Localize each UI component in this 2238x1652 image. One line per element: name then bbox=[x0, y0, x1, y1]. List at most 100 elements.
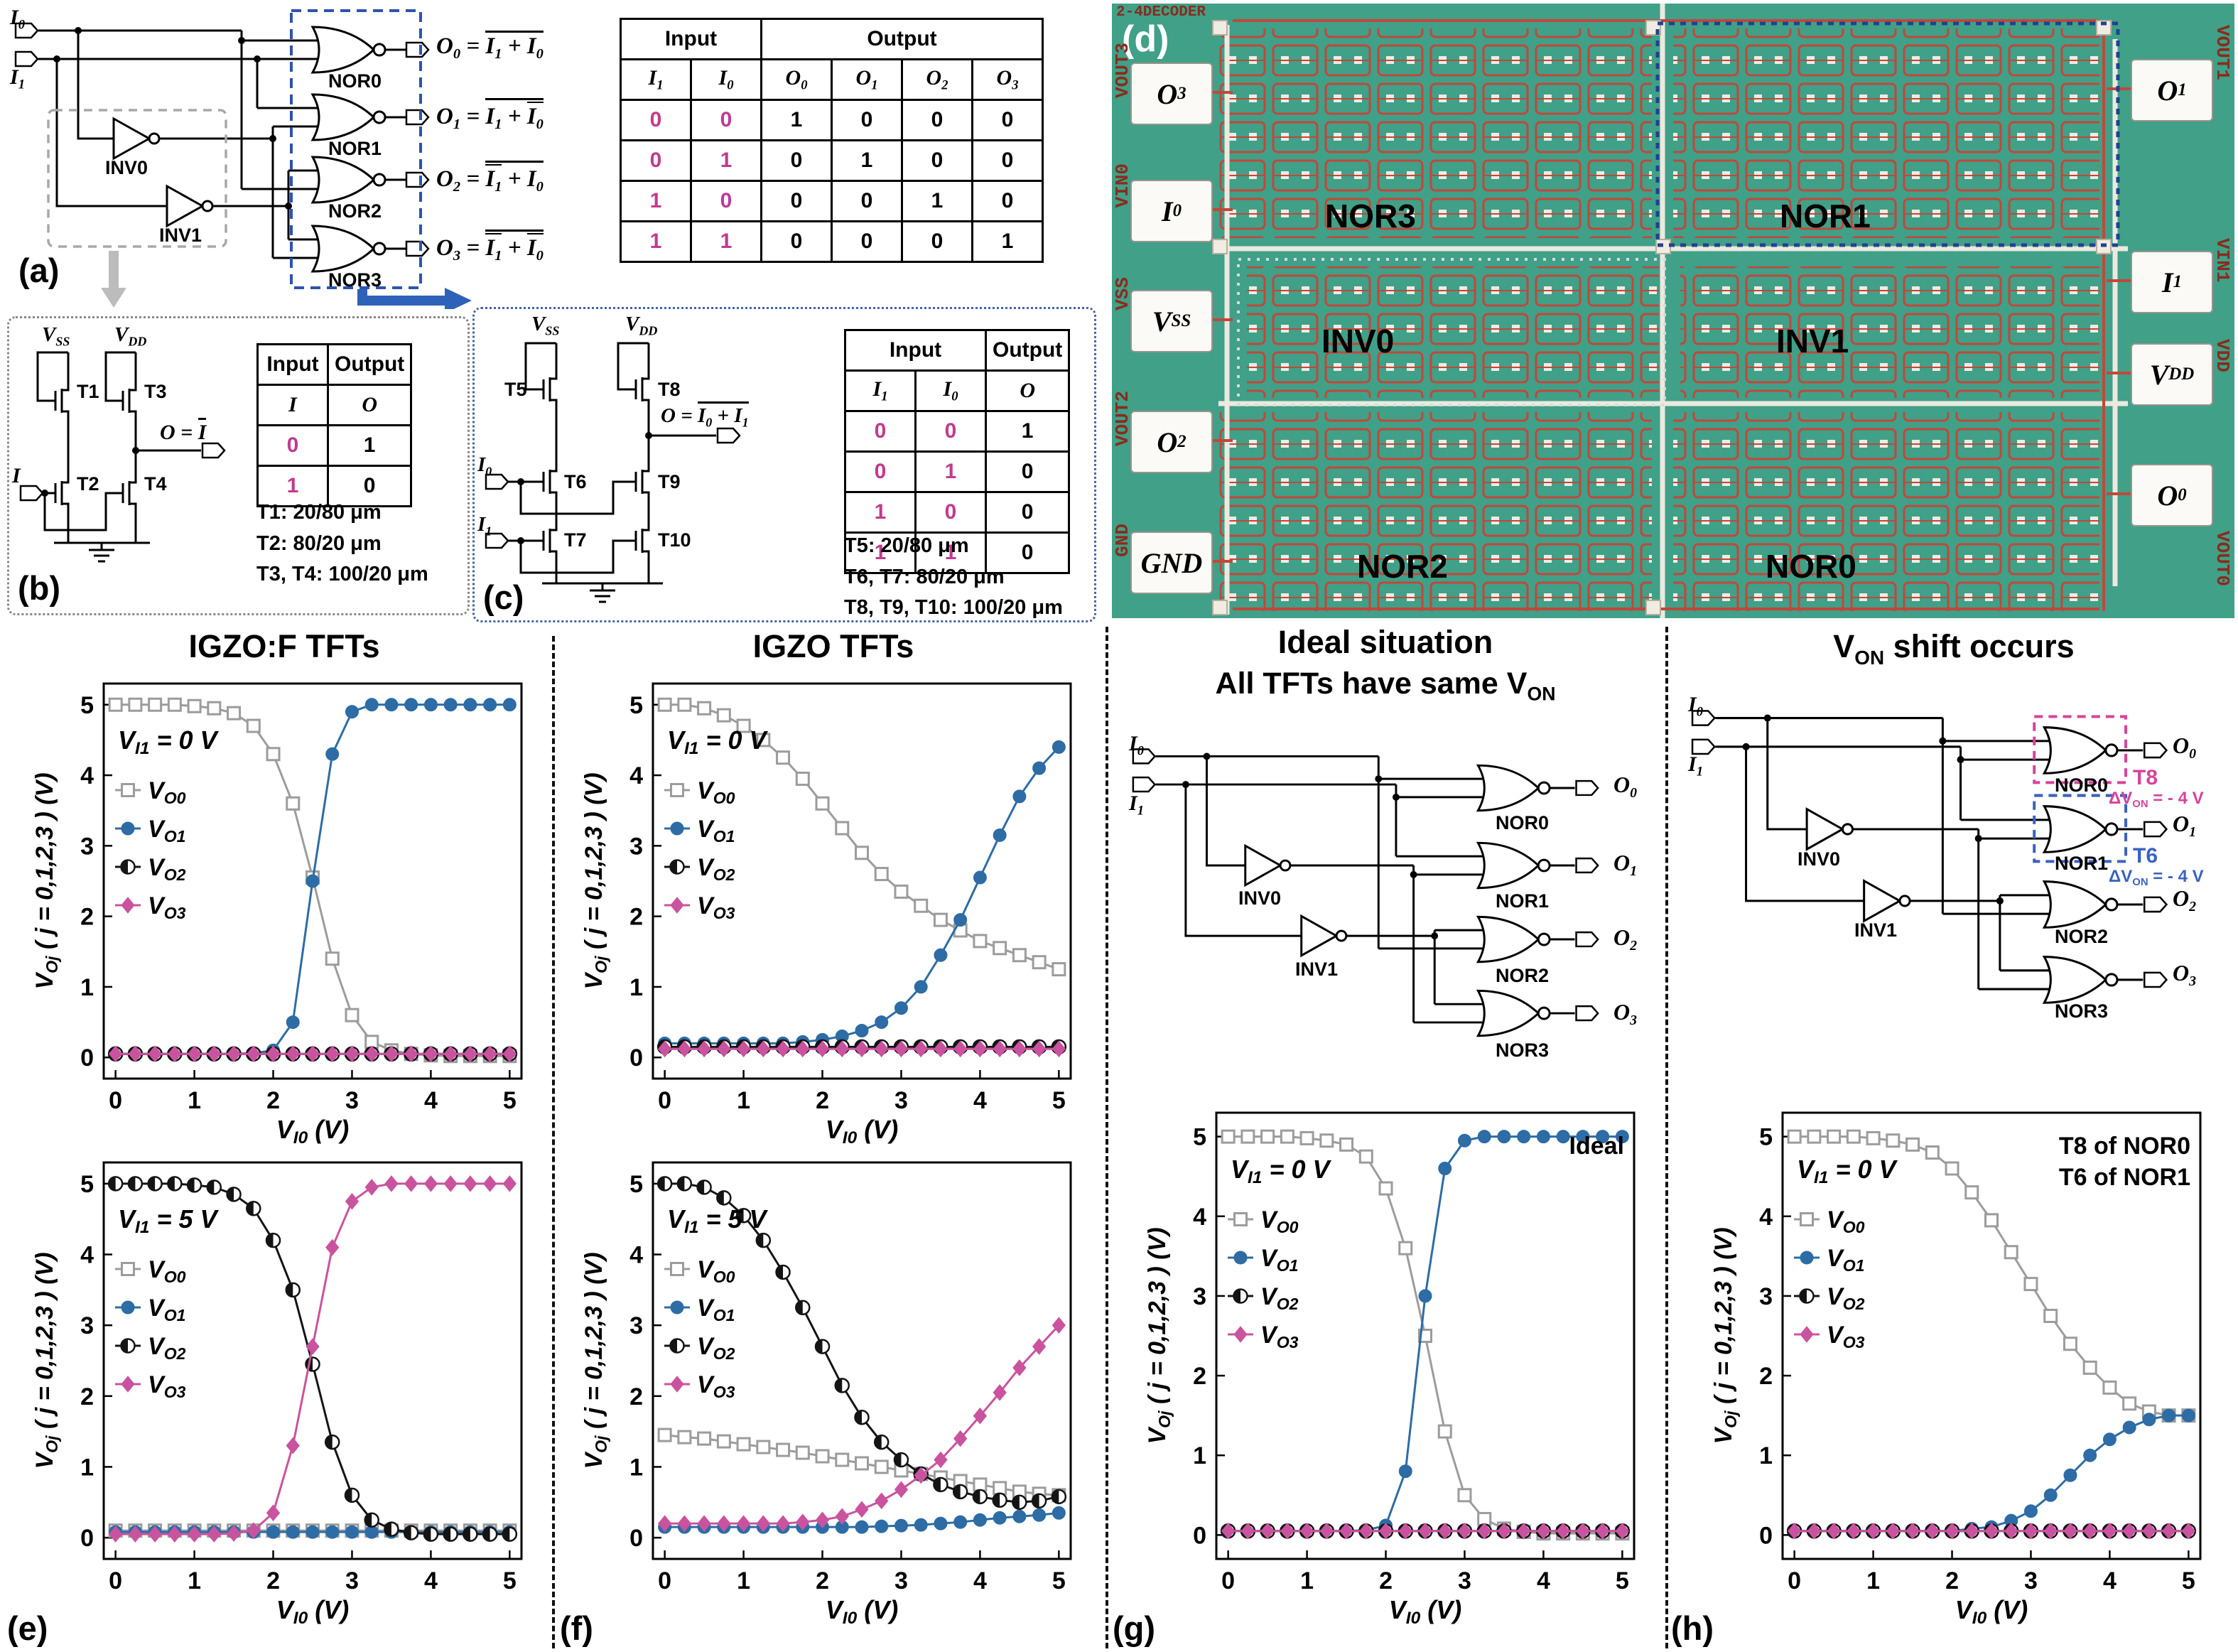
svg-text:0: 0 bbox=[1759, 1522, 1773, 1549]
output-label-o1: O1 bbox=[2173, 811, 2197, 840]
nor0-gate bbox=[311, 26, 386, 74]
truth-col: I0 bbox=[914, 369, 987, 412]
nor-dashed-box bbox=[290, 9, 422, 289]
nor0-highlight-box bbox=[2033, 715, 2128, 784]
svg-text:1: 1 bbox=[80, 974, 94, 1001]
svg-text:0: 0 bbox=[109, 1087, 122, 1114]
svg-text:VI0​ (V): VI0​ (V) bbox=[1955, 1595, 2028, 1628]
input-label: I bbox=[12, 464, 21, 487]
svg-text:3: 3 bbox=[80, 1312, 94, 1339]
truth-col: I0 bbox=[690, 58, 762, 101]
blue-arrow-head bbox=[445, 288, 472, 309]
svg-text:VOj​ ( j = 0,1,2,3 ) (V): VOj​ ( j = 0,1,2,3 ) (V) bbox=[31, 1252, 61, 1469]
chart-ideal: 0 1 2 3 4 5 0 1 2 3 4 5 VI0​ (V) VOj​ ( j = 0,1,2,3 )… bbox=[1142, 1101, 1647, 1629]
panel-letter-f: (f) bbox=[560, 1609, 593, 1647]
table-row: 0 0 1 0 0 0 bbox=[620, 99, 1044, 141]
table-row: 0 0 1 bbox=[844, 410, 1071, 453]
truth-header-output: Output bbox=[326, 343, 413, 386]
inverter-dashed-box bbox=[47, 109, 227, 248]
svg-text:3: 3 bbox=[2024, 1567, 2038, 1594]
svg-text:5: 5 bbox=[1616, 1567, 1629, 1594]
t9-label: T9 bbox=[658, 471, 681, 492]
truth-cell: 0 bbox=[971, 139, 1044, 182]
svg-text:3: 3 bbox=[1193, 1283, 1206, 1310]
svg-text:2: 2 bbox=[629, 1383, 643, 1410]
svg-text:5: 5 bbox=[1052, 1567, 1066, 1594]
truth-cell: 1 bbox=[620, 220, 692, 263]
svg-text:VI1​ = 0 V: VI1​ = 0 V bbox=[118, 725, 219, 758]
nor3-label: NOR3 bbox=[328, 269, 382, 291]
nor2-label: NOR2 bbox=[1496, 965, 1550, 986]
svg-text:VO0​: VO0​ bbox=[148, 777, 186, 807]
svg-text:VI0​ (V): VI0​ (V) bbox=[276, 1115, 349, 1148]
nor3-gate bbox=[311, 225, 386, 273]
svg-text:VO1​: VO1​ bbox=[697, 816, 735, 846]
truth-cell: 0 bbox=[844, 410, 917, 453]
svg-text:2: 2 bbox=[1379, 1567, 1393, 1594]
inverter-inv0 bbox=[112, 117, 161, 160]
svg-text:5: 5 bbox=[503, 1087, 517, 1114]
svg-text:VI1​ = 0 V: VI1​ = 0 V bbox=[1231, 1155, 1331, 1187]
table-row: Input Output bbox=[256, 343, 413, 386]
table-row: 1 0 bbox=[256, 465, 413, 507]
t8-annotation: T8 bbox=[2133, 766, 2158, 789]
panel-letter-d: (d) bbox=[1122, 18, 1169, 60]
output-label: O = I0 + I1 bbox=[661, 401, 749, 429]
vss-label: VSS bbox=[42, 323, 70, 349]
svg-text:2: 2 bbox=[1759, 1363, 1773, 1390]
truth-cell: 1 bbox=[326, 424, 413, 467]
size-line: T2: 80/20 μm bbox=[256, 531, 382, 555]
equation-o2: O2 = I1 + I0 bbox=[436, 161, 544, 195]
block-label-nor1: NOR1 bbox=[1780, 198, 1871, 234]
svg-text:5: 5 bbox=[1193, 1124, 1206, 1151]
truth-cell: 1 bbox=[971, 220, 1044, 263]
output-label-o0: O0 bbox=[2173, 733, 2197, 762]
metal-bus-lines bbox=[1218, 4, 2128, 618]
svg-text:2: 2 bbox=[266, 1567, 280, 1594]
input-label-i1: I1 bbox=[1688, 752, 1703, 779]
svg-text:VO2​: VO2​ bbox=[697, 1333, 735, 1363]
svg-text:4: 4 bbox=[424, 1567, 438, 1594]
svg-text:2: 2 bbox=[266, 1087, 280, 1114]
ideal-decoder-schematic bbox=[1132, 748, 1599, 1037]
chart-igzof-vi1-5v: 0 1 2 3 4 5 0 1 2 3 4 5 VI0​ (V) VOj​ ( j = 0,1,2,3 )… bbox=[30, 1151, 534, 1629]
output-label-o2: O2 bbox=[2173, 885, 2197, 914]
size-line: T1: 20/80 μm bbox=[256, 501, 382, 524]
output-label-o3: O3 bbox=[1613, 999, 1638, 1028]
nor0-label: NOR0 bbox=[328, 70, 382, 92]
separator-g-h bbox=[1665, 627, 1668, 1648]
input-terminal bbox=[19, 485, 44, 502]
size-line: T3, T4: 100/20 μm bbox=[256, 563, 428, 585]
svg-text:3: 3 bbox=[80, 833, 94, 860]
table-row: Input Output bbox=[844, 329, 1071, 372]
svg-text:2: 2 bbox=[80, 1383, 94, 1410]
gray-arrow-head bbox=[101, 288, 126, 308]
svg-text:1: 1 bbox=[188, 1567, 201, 1594]
svg-text:0: 0 bbox=[658, 1087, 671, 1114]
output-terminal bbox=[201, 442, 226, 459]
truth-cell: 0 bbox=[984, 491, 1071, 534]
panel-a-decoder-logic: I0 I1 INV0 INV1 NOR0 NOR1 NOR2 NOR3 O0 =… bbox=[7, 4, 1105, 309]
chart-igzo-vi1-5v: 0 1 2 3 4 5 0 1 2 3 4 5 VI0​ (V) VOj​ ( j = 0,1,2,3 )… bbox=[579, 1151, 1083, 1629]
tft-array-blocks bbox=[1218, 28, 2099, 611]
truth-cell: 1 bbox=[901, 180, 973, 222]
svg-text:VO0​: VO0​ bbox=[148, 1256, 186, 1286]
svg-text:5: 5 bbox=[503, 1567, 517, 1594]
shifted-decoder-schematic bbox=[1691, 710, 2168, 1004]
svg-text:VO0​: VO0​ bbox=[697, 1256, 735, 1286]
truth-cell: 0 bbox=[760, 180, 833, 222]
svg-text:0: 0 bbox=[80, 1044, 94, 1071]
nor1-label: NOR1 bbox=[328, 138, 382, 159]
chip-title: 2-4DECODER bbox=[1116, 4, 1206, 21]
svg-text:VO1​: VO1​ bbox=[1827, 1245, 1865, 1275]
output-label-o3: O3 bbox=[2173, 960, 2197, 989]
truth-cell: 0 bbox=[901, 220, 973, 263]
t10-label: T10 bbox=[658, 529, 691, 551]
column-h-title: VON shift occurs bbox=[1833, 628, 2075, 669]
truth-cell: 1 bbox=[690, 220, 762, 263]
svg-text:VI1​ = 5 V: VI1​ = 5 V bbox=[118, 1204, 219, 1237]
truth-col: O0 bbox=[760, 58, 833, 101]
svg-text:5: 5 bbox=[2182, 1567, 2195, 1594]
blue-arrow bbox=[357, 289, 446, 306]
decoder-truth-table: Input Output I1 I0 O0 O1 O2 O3 0 0 1 0 0… bbox=[620, 18, 1044, 263]
